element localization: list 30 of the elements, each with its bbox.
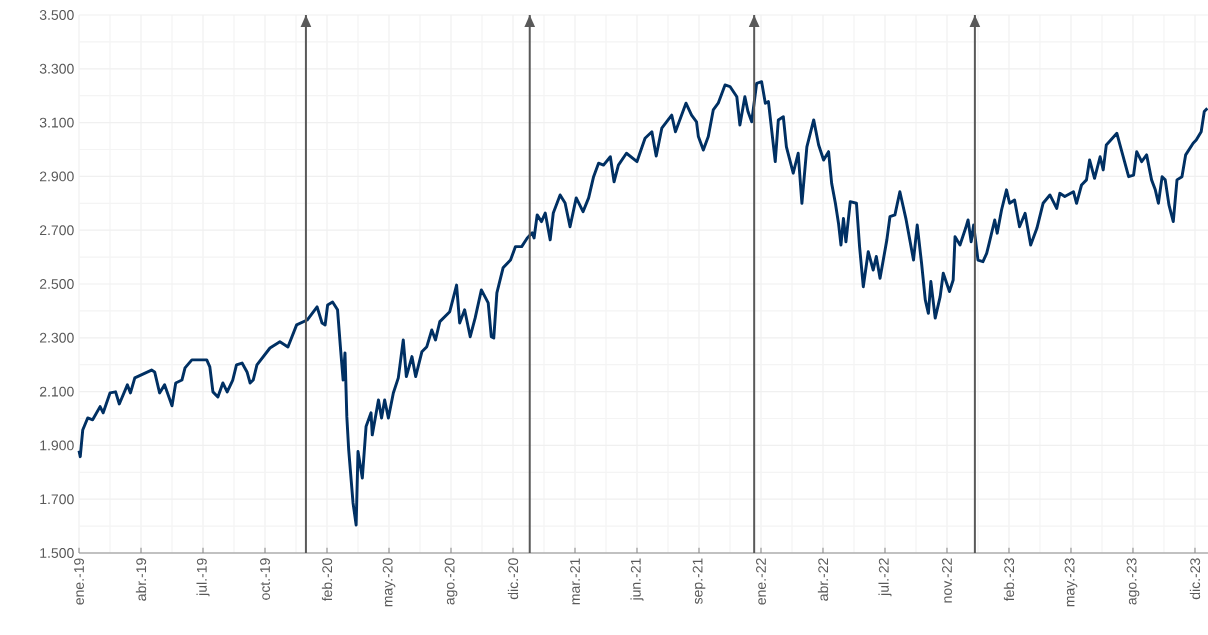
x-tick-label: abr.-22 [817,558,829,601]
x-tick-label: jun.-21 [630,558,644,601]
x-tick-label: dic.-23 [1189,558,1201,600]
x-tick-label: mar.-21 [570,558,580,605]
x-tick-label: oct.-19 [260,558,270,600]
x-tick-label: ene.-22 [756,558,766,605]
y-tick-label: 1.500 [40,548,74,558]
y-tick-label: 1.900 [40,440,74,451]
x-tick-label: jul.-19 [196,558,210,597]
y-tick-label: 2.300 [39,332,74,343]
x-tick-label: sep.-21 [692,558,706,604]
x-tick-label: dic.-20 [507,558,519,600]
y-tick-label: 3.100 [39,117,74,128]
x-tick-label: jul.-22 [878,558,892,597]
x-tick-label: nov.-22 [942,558,952,603]
x-tick-label: ago.-20 [444,558,458,605]
y-tick-label: 3.500 [39,10,74,20]
y-tick-label: 1.700 [40,494,74,505]
y-tick-label: 2.100 [39,386,74,397]
x-tick-label: ago.-23 [1126,558,1140,605]
x-tick-label: may.-20 [382,558,396,607]
x-tick-label: ene.-19 [74,558,84,605]
y-tick-label: 3.300 [39,63,74,74]
y-tick-label: 2.700 [39,225,74,236]
x-tick-label: may.-23 [1064,558,1078,607]
x-tick-label: feb.-23 [1003,558,1015,602]
y-tick-label: 2.500 [39,279,74,289]
x-tick-label: abr.-19 [135,558,147,601]
x-tick-label: feb.-20 [321,558,333,602]
y-tick-label: 2.900 [39,171,74,182]
